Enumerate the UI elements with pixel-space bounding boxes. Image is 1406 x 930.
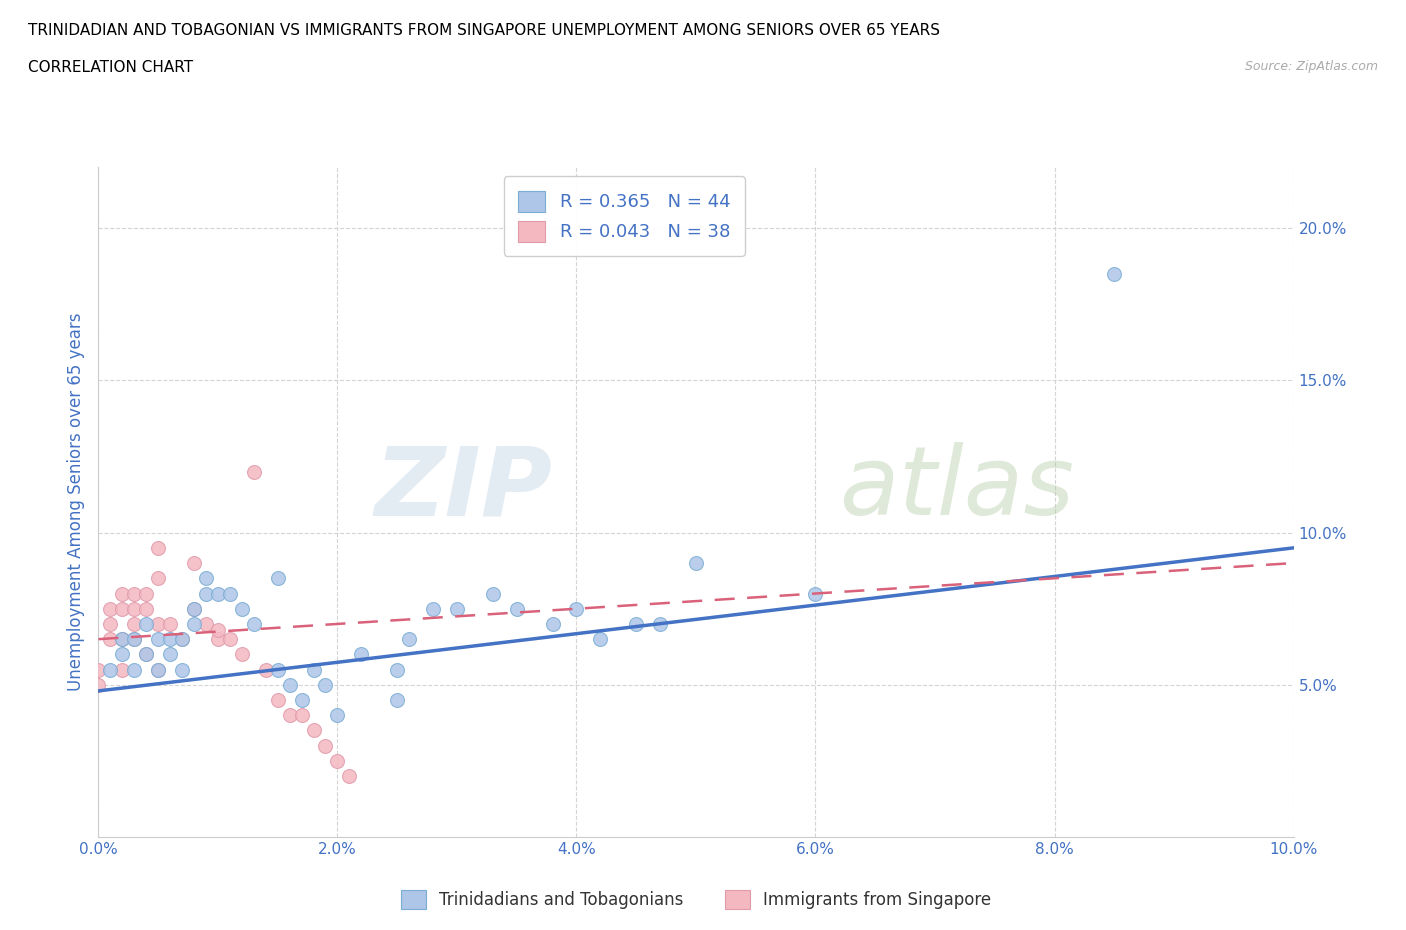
Text: atlas: atlas [839, 443, 1074, 536]
Point [804, 586, 827, 601]
Point [159, 631, 181, 646]
Point [98, 602, 122, 617]
Point [172, 631, 194, 646]
Point [243, 464, 266, 479]
Point [267, 662, 290, 677]
Point [98, 617, 122, 631]
Point [326, 753, 349, 768]
Point [302, 723, 325, 737]
Point [124, 662, 146, 677]
Point [183, 617, 205, 631]
Point [278, 708, 301, 723]
Point [135, 647, 157, 662]
Point [111, 631, 134, 646]
Point [111, 602, 134, 617]
Point [148, 540, 170, 555]
Legend: Trinidadians and Tobagonians, Immigrants from Singapore: Trinidadians and Tobagonians, Immigrants… [394, 884, 998, 916]
Point [124, 586, 146, 601]
Point [446, 602, 468, 617]
Point [207, 631, 229, 646]
Point [350, 647, 373, 662]
Point [87, 677, 110, 692]
Point [541, 617, 564, 631]
Point [124, 602, 146, 617]
Point [124, 617, 146, 631]
Point [315, 738, 337, 753]
Point [111, 647, 134, 662]
Point [148, 631, 170, 646]
Point [159, 617, 181, 631]
Point [290, 693, 312, 708]
Point [231, 647, 253, 662]
Point [183, 602, 205, 617]
Point [481, 586, 505, 601]
Point [194, 617, 218, 631]
Point [1104, 267, 1126, 282]
Point [111, 586, 134, 601]
Point [207, 586, 229, 601]
Point [302, 662, 325, 677]
Point [254, 662, 277, 677]
Y-axis label: Unemployment Among Seniors over 65 years: Unemployment Among Seniors over 65 years [66, 313, 84, 691]
Point [565, 602, 588, 617]
Point [98, 662, 122, 677]
Point [506, 602, 529, 617]
Point [267, 571, 290, 586]
Text: CORRELATION CHART: CORRELATION CHART [28, 60, 193, 75]
Point [290, 708, 312, 723]
Text: ZIP: ZIP [374, 443, 553, 536]
Text: Source: ZipAtlas.com: Source: ZipAtlas.com [1244, 60, 1378, 73]
Point [267, 693, 290, 708]
Point [231, 602, 253, 617]
Point [172, 631, 194, 646]
Point [385, 693, 409, 708]
Point [135, 647, 157, 662]
Point [339, 769, 360, 784]
Point [148, 617, 170, 631]
Point [124, 631, 146, 646]
Point [207, 622, 229, 637]
Point [398, 631, 420, 646]
Point [315, 677, 337, 692]
Point [111, 631, 134, 646]
Point [148, 571, 170, 586]
Point [326, 708, 349, 723]
Point [194, 571, 218, 586]
Point [219, 586, 242, 601]
Point [624, 617, 647, 631]
Point [183, 555, 205, 570]
Point [135, 617, 157, 631]
Point [385, 662, 409, 677]
Point [219, 631, 242, 646]
Point [135, 602, 157, 617]
Point [124, 631, 146, 646]
Text: TRINIDADIAN AND TOBAGONIAN VS IMMIGRANTS FROM SINGAPORE UNEMPLOYMENT AMONG SENIO: TRINIDADIAN AND TOBAGONIAN VS IMMIGRANTS… [28, 23, 941, 38]
Point [148, 662, 170, 677]
Point [111, 662, 134, 677]
Point [87, 662, 110, 677]
Point [98, 631, 122, 646]
Point [183, 602, 205, 617]
Point [589, 631, 612, 646]
Point [243, 617, 266, 631]
Point [159, 647, 181, 662]
Point [278, 677, 301, 692]
Point [685, 555, 707, 570]
Point [648, 617, 672, 631]
Point [135, 586, 157, 601]
Point [148, 662, 170, 677]
Point [194, 586, 218, 601]
Point [422, 602, 444, 617]
Point [172, 662, 194, 677]
